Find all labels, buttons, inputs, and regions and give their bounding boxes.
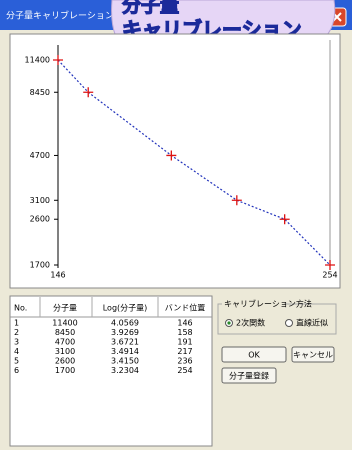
table-cell: 1 — [14, 319, 19, 328]
table-cell: 2 — [14, 328, 19, 337]
table-cell: 3.4150 — [111, 357, 139, 366]
table-cell: 5 — [14, 357, 19, 366]
table-cell: 254 — [177, 366, 192, 375]
y-tick-label: 3100 — [30, 196, 50, 205]
table-cell: 8450 — [55, 328, 75, 337]
y-tick-label: 11400 — [25, 56, 50, 65]
group-label: キャリブレーション方法 — [224, 299, 312, 309]
y-tick-label: 4700 — [30, 151, 50, 160]
table-cell: 3.4914 — [111, 347, 139, 356]
table-header: No. — [14, 304, 27, 313]
y-tick-label: 2600 — [30, 215, 50, 224]
table-cell: 2600 — [55, 357, 75, 366]
dialog: 分子量キャリブレーション 分子量 キャリブレーション キャリブレーション方法 2… — [0, 0, 352, 450]
balloon-text: 分子量 — [122, 0, 179, 17]
table-cell: 3100 — [55, 347, 75, 356]
y-tick-label: 8450 — [30, 88, 50, 97]
button-label: 分子量登録 — [229, 371, 269, 381]
table-header: Log(分子量) — [103, 304, 148, 313]
button-label: キャンセル — [293, 351, 333, 360]
table-cell: 3 — [14, 338, 19, 347]
table-cell: 11400 — [52, 319, 77, 328]
table-header: 分子量 — [53, 304, 77, 313]
x-tick-label: 254 — [322, 271, 337, 280]
table-header: バンド位置 — [165, 303, 205, 313]
table-cell: 158 — [177, 328, 192, 337]
radio-label: 2次関数 — [236, 318, 265, 328]
plot-panel — [10, 34, 340, 288]
window-title: 分子量キャリブレーション — [6, 10, 114, 22]
x-tick-label: 146 — [50, 271, 65, 280]
table-cell: 1700 — [55, 366, 75, 375]
table-cell: 4700 — [55, 338, 75, 347]
table-cell: 191 — [177, 338, 192, 347]
y-tick-label: 1700 — [30, 261, 50, 270]
radio[interactable] — [286, 320, 293, 327]
table-cell: 217 — [177, 347, 192, 356]
button-label: OK — [248, 351, 260, 360]
table-cell: 3.9269 — [111, 328, 139, 337]
table-cell: 3.6721 — [111, 338, 139, 347]
radio-dot — [227, 321, 230, 324]
table-cell: 236 — [177, 357, 192, 366]
table-cell: 4 — [14, 347, 19, 356]
table-cell: 3.2304 — [111, 366, 139, 375]
radio-label: 直線近似 — [296, 318, 328, 328]
table-cell: 4.0569 — [111, 319, 139, 328]
table-cell: 146 — [177, 319, 192, 328]
table-cell: 6 — [14, 366, 19, 375]
